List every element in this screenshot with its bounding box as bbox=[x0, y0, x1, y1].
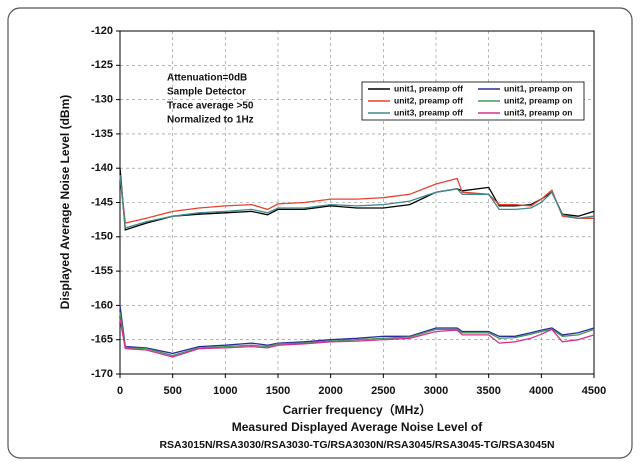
y-tick-label: -165 bbox=[91, 334, 113, 346]
legend-label: unit2, preamp on bbox=[504, 95, 572, 105]
series-line bbox=[119, 312, 595, 357]
series-line bbox=[119, 318, 595, 358]
x-tick-label: 0 bbox=[117, 385, 123, 397]
annotation: Trace average >50 bbox=[167, 101, 254, 112]
legend-label: unit2, preamp off bbox=[394, 95, 463, 105]
x-tick-label: 2500 bbox=[371, 385, 395, 397]
x-tick-label: 4000 bbox=[529, 385, 553, 397]
y-tick-label: -155 bbox=[91, 265, 113, 277]
x-tick-label: 1500 bbox=[266, 385, 290, 397]
plot-area bbox=[119, 30, 595, 375]
y-tick-label: -160 bbox=[91, 299, 113, 311]
frame bbox=[7, 7, 633, 459]
x-tick-label: 2000 bbox=[318, 385, 342, 397]
legend-box bbox=[361, 81, 585, 121]
series-line bbox=[119, 305, 595, 355]
legend-label: unit1, preamp off bbox=[394, 83, 463, 93]
caption: RSA3015N/RSA3030/RSA3030-TG/RSA3030N/RSA… bbox=[159, 439, 554, 451]
y-tick-label: -135 bbox=[91, 128, 113, 140]
series-line bbox=[119, 175, 595, 229]
series-line bbox=[119, 175, 594, 224]
y-tick-label: -125 bbox=[91, 59, 113, 71]
legend-label: unit3, preamp on bbox=[504, 107, 572, 117]
legend-label: unit1, preamp on bbox=[504, 83, 572, 93]
y-tick-label: -170 bbox=[91, 368, 113, 380]
x-tick-label: 500 bbox=[163, 385, 181, 397]
annotation: Attenuation=0dB bbox=[167, 73, 247, 84]
annotation: Normalized to 1Hz bbox=[167, 115, 254, 126]
legend-label: unit3, preamp off bbox=[394, 107, 463, 117]
x-tick-label: 4500 bbox=[582, 385, 606, 397]
y-tick-label: -130 bbox=[91, 94, 113, 106]
x-tick-label: 3000 bbox=[424, 385, 448, 397]
annotation: Sample Detector bbox=[167, 87, 246, 98]
x-axis-label: Carrier frequency（MHz） bbox=[283, 402, 432, 417]
x-tick-label: 1000 bbox=[213, 385, 237, 397]
y-tick-label: -145 bbox=[91, 196, 113, 208]
y-axis-label: Displayed Average Noise Level (dBm) bbox=[58, 95, 72, 310]
y-tick-label: -120 bbox=[91, 25, 113, 37]
caption: Measured Displayed Average Noise Level o… bbox=[232, 420, 484, 434]
x-tick-label: 3500 bbox=[476, 385, 500, 397]
y-tick-label: -140 bbox=[91, 162, 113, 174]
y-tick-label: -150 bbox=[91, 231, 113, 243]
